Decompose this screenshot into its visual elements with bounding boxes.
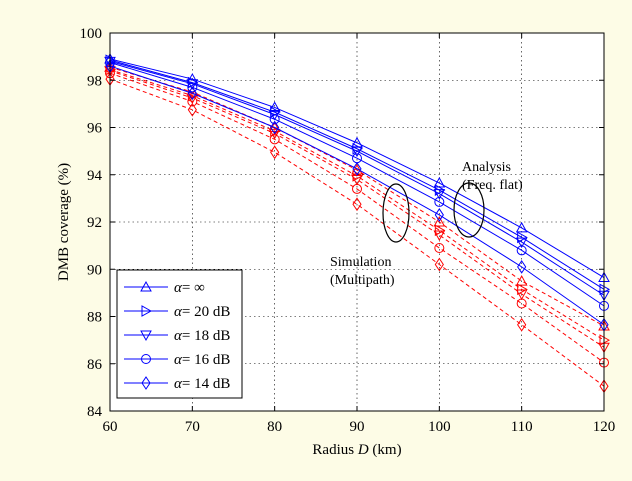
axis-ticks: 60 70 80 90 100 110 120 84 86 88 90 92 94 96 98 100 — [80, 26, 616, 435]
annotation-analysis: Analysis (Freq. flat) — [453, 160, 523, 238]
analysis-point-series-5 — [270, 120, 280, 135]
y-tick-label: 100 — [80, 26, 103, 42]
y-tick-label: 90 — [87, 262, 102, 278]
simulation-point-series-2 — [517, 283, 528, 296]
analysis-point-series-3 — [515, 237, 528, 249]
simulation-point-series-4 — [187, 96, 198, 107]
simulation-point-series-5 — [270, 145, 280, 160]
analysis-point-series-4 — [516, 245, 527, 256]
simulation-point-series-1 — [433, 215, 446, 227]
simulation-label-line1: Simulation — [330, 255, 391, 270]
analysis-point-series-4 — [187, 82, 198, 93]
x-tick-label: 110 — [511, 419, 533, 435]
simulation-point-series-4 — [269, 134, 280, 145]
legend-label-series-4: α= 16 dB — [174, 352, 230, 368]
simulation-point-series-4 — [516, 298, 527, 309]
analysis-point-series-1 — [268, 101, 281, 112]
simulation-point-series-4 — [434, 242, 445, 253]
analysis-point-series-4 — [269, 114, 280, 125]
x-tick-label: 100 — [428, 419, 451, 435]
x-tick-label: 60 — [103, 419, 118, 435]
simulation-point-series-5 — [517, 317, 527, 332]
analysis-point-series-4 — [434, 196, 445, 207]
simulation-point-series-3 — [186, 93, 199, 104]
legend-box — [116, 269, 243, 399]
simulation-point-series-5 — [352, 197, 362, 212]
analysis-point-series-2 — [517, 231, 528, 244]
analysis-point-series-3 — [433, 189, 446, 200]
analysis-ellipse — [453, 182, 485, 238]
simulation-line-series-5 — [109, 78, 605, 387]
data-layer — [104, 52, 611, 394]
analysis-line-series-1 — [109, 58, 605, 278]
simulation-point-series-5 — [187, 102, 197, 117]
analysis-point-series-5 — [352, 161, 362, 176]
x-tick-label: 90 — [350, 419, 365, 435]
analysis-point-series-3 — [351, 146, 363, 158]
y-tick-label: 88 — [87, 310, 102, 326]
legend-label-series-5: α= 14 dB — [174, 376, 230, 392]
simulation-point-series-2 — [434, 224, 446, 237]
analysis-label-line1: Analysis — [462, 160, 511, 175]
y-axis-label: DMB coverage (%) — [56, 163, 72, 281]
analysis-point-series-5 — [187, 86, 197, 101]
analysis-label-line2: (Freq. flat) — [462, 178, 523, 193]
legend-marker-series-1 — [140, 280, 152, 292]
legend-marker-series-5 — [141, 376, 151, 390]
annotation-simulation: Simulation (Multipath) — [330, 183, 410, 288]
x-tick-label: 120 — [593, 419, 616, 435]
simulation-point-series-1 — [515, 275, 528, 286]
legend: α= ∞ α= 20 dB α= 18 dB α= 16 dB α= 14 dB — [116, 269, 243, 399]
legend-label-series-2: α= 20 dB — [174, 304, 230, 320]
x-tick-label: 70 — [185, 419, 200, 435]
analysis-line-series-3 — [109, 60, 605, 296]
legend-marker-series-3 — [140, 330, 152, 342]
legend-label-series-1: α= ∞ — [174, 280, 205, 296]
analysis-line-series-5 — [109, 65, 605, 326]
analysis-point-series-3 — [186, 79, 199, 90]
analysis-point-series-5 — [434, 208, 444, 222]
x-tick-label: 80 — [267, 419, 282, 435]
analysis-point-series-1 — [515, 221, 528, 233]
simulation-point-series-5 — [434, 257, 444, 272]
legend-marker-series-4 — [141, 354, 151, 364]
analysis-point-series-5 — [517, 259, 527, 274]
simulation-point-series-4 — [352, 183, 362, 194]
y-tick-label: 96 — [87, 121, 103, 137]
simulation-point-series-3 — [433, 230, 446, 242]
simulation-point-series-3 — [515, 289, 528, 301]
simulation-line-series-3 — [109, 70, 605, 348]
simulation-ellipse — [382, 183, 410, 243]
y-tick-label: 94 — [87, 168, 103, 184]
simulation-line-series-4 — [109, 72, 605, 363]
legend-label-series-3: α= 18 dB — [174, 328, 230, 344]
y-tick-label: 84 — [87, 404, 103, 420]
x-axis-label: Radius D (km) — [312, 442, 401, 458]
y-tick-label: 98 — [87, 73, 102, 89]
simulation-label-line2: (Multipath) — [330, 273, 395, 288]
simulation-point-series-3 — [268, 128, 281, 140]
y-tick-label: 86 — [87, 357, 103, 373]
y-tick-label: 92 — [87, 215, 102, 231]
legend-marker-series-2 — [141, 305, 153, 317]
